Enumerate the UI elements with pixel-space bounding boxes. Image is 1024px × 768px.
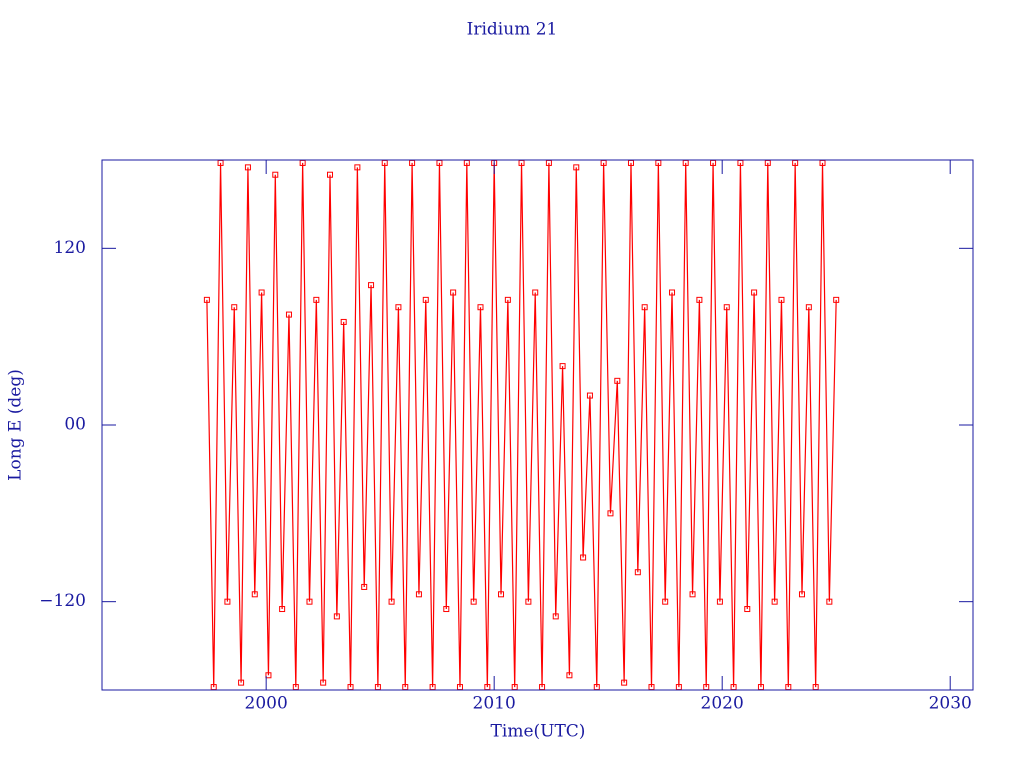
data-point [313, 296, 320, 303]
data-point [552, 613, 559, 620]
data-point [614, 377, 621, 384]
data-point [340, 318, 347, 325]
x-tick-label: 2020 [701, 694, 744, 714]
data-point [641, 304, 648, 311]
data-point [607, 510, 614, 517]
data-point [238, 679, 245, 686]
data-point [415, 591, 422, 598]
data-point [621, 679, 628, 686]
data-point [477, 304, 484, 311]
data-point [422, 296, 429, 303]
data-point [231, 304, 238, 311]
data-line [206, 162, 837, 688]
data-point [450, 289, 457, 296]
data-point [669, 289, 676, 296]
y-tick-label: 00 [64, 415, 86, 435]
data-point [532, 289, 539, 296]
data-point [272, 171, 279, 178]
data-point [778, 296, 785, 303]
y-tick-label: −120 [39, 591, 86, 611]
data-point [798, 591, 805, 598]
data-point [306, 598, 313, 605]
x-tick-label: 2030 [929, 694, 972, 714]
data-point [285, 311, 292, 318]
data-point [771, 598, 778, 605]
data-point [265, 672, 272, 679]
data-point [498, 591, 505, 598]
data-point [244, 164, 251, 171]
data-point [751, 289, 758, 296]
data-point [805, 304, 812, 311]
data-point [470, 598, 477, 605]
data-point [327, 171, 334, 178]
data-point [566, 672, 573, 679]
x-tick-label: 2000 [245, 694, 288, 714]
data-point [580, 554, 587, 561]
data-point [634, 569, 641, 576]
plot-area [203, 159, 840, 691]
data-point [203, 296, 210, 303]
data-point [443, 606, 450, 613]
y-axis-label: Long E (deg) [6, 369, 26, 481]
data-point [361, 583, 368, 590]
data-point [833, 296, 840, 303]
data-point [723, 304, 730, 311]
data-point [354, 164, 361, 171]
data-point [224, 598, 231, 605]
data-point [525, 598, 532, 605]
data-point [504, 296, 511, 303]
data-point [251, 591, 258, 598]
data-point [388, 598, 395, 605]
data-point [573, 164, 580, 171]
x-tick-label: 2010 [473, 694, 516, 714]
data-point [662, 598, 669, 605]
data-point [559, 363, 566, 370]
data-point [826, 598, 833, 605]
chart-title: Iridium 21 [467, 20, 558, 40]
data-point [395, 304, 402, 311]
data-point [333, 613, 340, 620]
data-point [279, 606, 286, 613]
data-point [744, 606, 751, 613]
data-point [586, 392, 593, 399]
data-point [696, 296, 703, 303]
data-point [320, 679, 327, 686]
data-point [689, 591, 696, 598]
data-point [368, 282, 375, 289]
x-axis-label: Time(UTC) [491, 722, 586, 742]
data-point [716, 598, 723, 605]
y-tick-label: 120 [54, 238, 86, 258]
data-point [258, 289, 265, 296]
